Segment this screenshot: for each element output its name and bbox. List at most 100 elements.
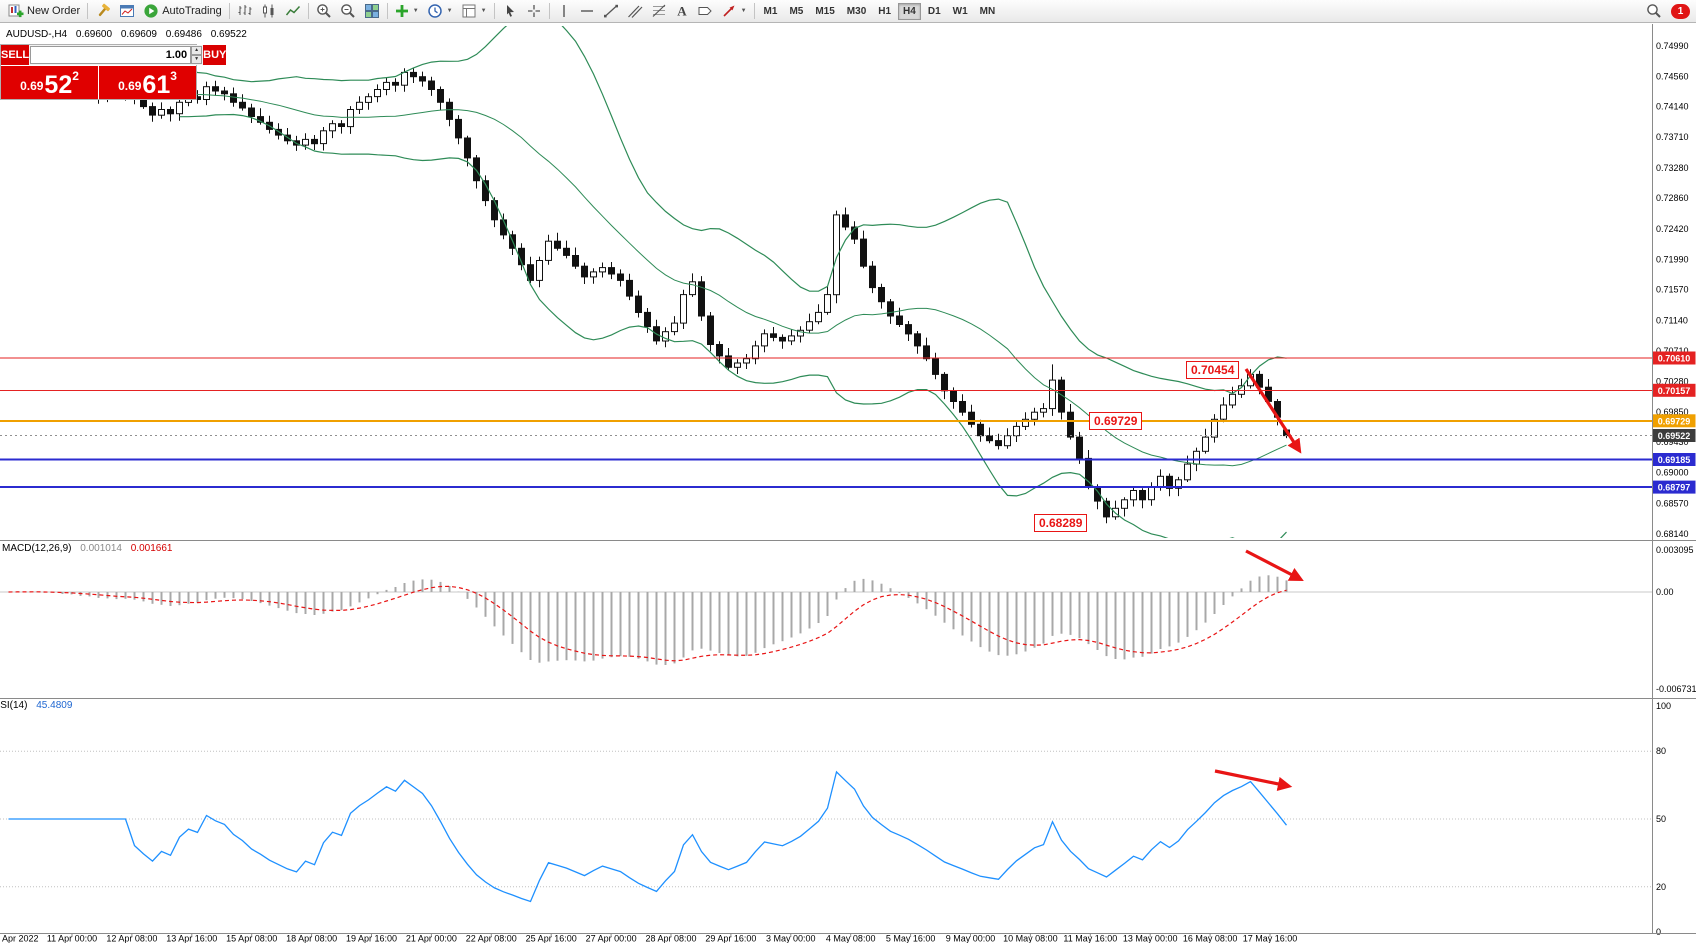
low-value: 0.69486 <box>165 29 202 40</box>
svg-text:3 May 00:00: 3 May 00:00 <box>766 934 816 943</box>
price-annotation-box[interactable]: 0.69729 <box>1089 412 1143 430</box>
buy-price-button[interactable]: 0.69 61 3 <box>99 66 196 99</box>
timeframe-M15[interactable]: M15 <box>810 3 839 20</box>
svg-text:0.68570: 0.68570 <box>1656 498 1689 508</box>
svg-text:28 Apr 08:00: 28 Apr 08:00 <box>645 934 696 943</box>
line-chart-button[interactable] <box>281 2 305 21</box>
svg-text:0.68797: 0.68797 <box>1658 483 1691 493</box>
svg-text:18 Apr 08:00: 18 Apr 08:00 <box>286 934 337 943</box>
toolbar-separator <box>87 3 89 19</box>
bar-chart-button[interactable] <box>233 2 257 21</box>
svg-text:Apr 2022: Apr 2022 <box>2 934 39 943</box>
toolbar: New Order AutoTrading <box>0 0 1696 23</box>
expert-advisors-button[interactable] <box>91 2 115 21</box>
arrows-tool-button[interactable]: ▼ <box>717 2 751 21</box>
timeframe-MN[interactable]: MN <box>975 3 1001 20</box>
svg-text:20: 20 <box>1656 882 1666 892</box>
label-tool-button[interactable] <box>693 2 717 21</box>
notification-badge[interactable]: 1 <box>1671 3 1690 19</box>
volume-input[interactable] <box>30 46 192 64</box>
svg-text:16 May 08:00: 16 May 08:00 <box>1183 934 1238 943</box>
trendline-button[interactable] <box>599 2 623 21</box>
macd-signal-layer <box>8 585 1287 662</box>
vertical-line-button[interactable] <box>553 2 575 21</box>
chart-window-button[interactable] <box>115 2 139 21</box>
macd-signal-line <box>8 585 1287 662</box>
indicators-button[interactable]: ▼ <box>391 2 423 21</box>
timeframe-H4[interactable]: H4 <box>898 2 921 20</box>
sell-price-big: 52 <box>44 71 73 99</box>
fibonacci-icon <box>652 4 665 17</box>
svg-text:22 Apr 08:00: 22 Apr 08:00 <box>466 934 517 943</box>
svg-text:0.70710: 0.70710 <box>1656 346 1689 356</box>
sell-price-button[interactable]: 0.69 52 2 <box>1 66 98 99</box>
rsi-layer <box>8 770 1288 903</box>
svg-text:29 Apr 16:00: 29 Apr 16:00 <box>705 934 756 943</box>
vertical-line-icon <box>562 5 565 17</box>
svg-text:13 May 00:00: 13 May 00:00 <box>1123 934 1178 943</box>
svg-text:0.69729: 0.69729 <box>1658 416 1691 426</box>
candles-layer <box>5 64 1290 524</box>
buy-button[interactable]: BUY <box>203 45 227 65</box>
price-annotation-box[interactable]: 0.68289 <box>1034 514 1088 532</box>
price-annotation-box[interactable]: 0.70454 <box>1186 361 1240 379</box>
fibonacci-button[interactable] <box>647 2 671 21</box>
volume-down-button[interactable]: ▼ <box>191 55 203 64</box>
trend-arrow[interactable] <box>1214 769 1293 792</box>
svg-text:9 May 00:00: 9 May 00:00 <box>946 934 996 943</box>
macd-name-label: MACD(12,26,9) <box>2 543 72 554</box>
svg-text:4 May 08:00: 4 May 08:00 <box>826 934 876 943</box>
timeframe-M5[interactable]: M5 <box>784 3 808 20</box>
svg-text:19 Apr 16:00: 19 Apr 16:00 <box>346 934 397 943</box>
close-value: 0.69522 <box>210 29 247 40</box>
channel-button[interactable] <box>623 2 647 21</box>
order-panel-top-row: SELL ▲ ▼ BUY <box>1 45 227 66</box>
svg-text:0.69850: 0.69850 <box>1656 407 1689 417</box>
autotrading-button[interactable]: AutoTrading <box>139 2 226 21</box>
svg-text:5 May 16:00: 5 May 16:00 <box>886 934 936 943</box>
new-order-button[interactable]: New Order <box>4 2 84 21</box>
templates-button[interactable]: ▼ <box>457 2 491 21</box>
text-tool-button[interactable]: A <box>671 2 693 21</box>
autotrading-label: AutoTrading <box>162 5 222 17</box>
timeframe-H1[interactable]: H1 <box>873 3 896 20</box>
macd-histogram-layer <box>16 575 1288 665</box>
svg-text:17 May 16:00: 17 May 16:00 <box>1243 934 1298 943</box>
horizontal-line-button[interactable] <box>575 2 599 21</box>
svg-text:0.70157: 0.70157 <box>1658 386 1691 396</box>
search-button[interactable] <box>1642 2 1666 21</box>
timeframe-W1[interactable]: W1 <box>948 3 973 20</box>
timeframe-M1[interactable]: M1 <box>759 3 783 20</box>
candlestick-chart-button[interactable] <box>257 2 281 21</box>
chevron-down-icon: ▼ <box>740 8 747 14</box>
tile-windows-button[interactable] <box>360 2 384 21</box>
macd-main-value: 0.001014 <box>80 543 122 554</box>
template-icon <box>462 4 476 18</box>
chart-header: AUDUSD-,H4 0.69600 0.69609 0.69486 0.695… <box>6 29 247 40</box>
hammer-icon <box>98 3 111 17</box>
open-value: 0.69600 <box>75 29 113 40</box>
volume-up-button[interactable]: ▲ <box>191 46 203 55</box>
order-panel-price-row: 0.69 52 2 0.69 61 3 <box>1 66 196 99</box>
zoom-out-button[interactable] <box>336 2 360 21</box>
svg-text:0.73710: 0.73710 <box>1656 132 1689 142</box>
bollinger-upper-line <box>179 26 1287 395</box>
zoom-in-button[interactable] <box>312 2 336 21</box>
search-icon <box>1647 4 1661 18</box>
svg-text:0.70280: 0.70280 <box>1656 377 1689 387</box>
svg-text:13 Apr 16:00: 13 Apr 16:00 <box>166 934 217 943</box>
toolbar-separator <box>493 3 495 19</box>
periods-button[interactable]: ▼ <box>423 2 457 21</box>
trend-arrow[interactable] <box>1245 549 1304 581</box>
crosshair-button[interactable] <box>522 2 546 21</box>
sell-button[interactable]: SELL <box>1 45 30 65</box>
timeframe-D1[interactable]: D1 <box>923 3 946 20</box>
timeframe-M30[interactable]: M30 <box>842 3 871 20</box>
cursor-button[interactable] <box>498 2 522 21</box>
svg-text:11 May 16:00: 11 May 16:00 <box>1063 934 1117 943</box>
bollinger-middle-line <box>179 91 1287 467</box>
rsi-header: RSI(14) 45.4809 <box>0 700 72 711</box>
svg-text:10 May 08:00: 10 May 08:00 <box>1003 934 1058 943</box>
trend-arrow[interactable] <box>1244 368 1302 454</box>
